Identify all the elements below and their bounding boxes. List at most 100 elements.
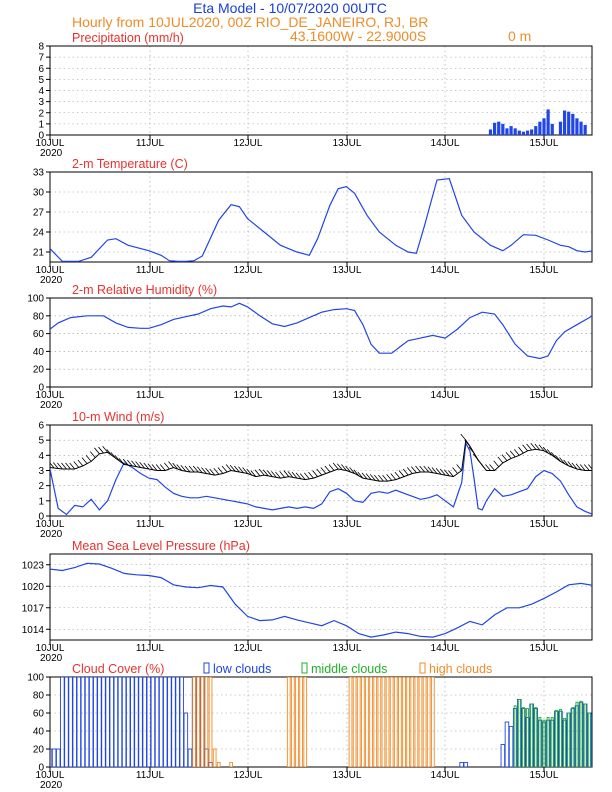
wind-arrow [304,472,310,480]
low-cloud-bar [604,704,608,767]
wind-series-line [50,441,592,516]
high-cloud-bar [406,677,410,767]
cloud-y-tick-label: 60 [33,709,45,720]
precip-y-tick-label: 1 [38,119,44,130]
wind-arrow [221,465,228,473]
wind-arrow [234,465,240,473]
wind-arrow [168,461,174,468]
precip-year-label: 2020 [40,148,63,159]
cloud-legend: low clouds middle clouds high clouds [203,662,492,676]
low-cloud-bar [55,748,61,767]
wind-arrow [258,468,265,476]
wind-arrow [155,464,162,471]
low-cloud-bar [146,677,152,767]
wind-arrow [456,464,462,471]
wind-arrow [419,465,425,473]
wind-arrow [324,465,331,473]
cloud-frame [49,676,593,768]
cloud-y-tick-label: 80 [33,691,45,702]
wind-arrow [139,461,145,469]
wind-arrow [205,468,211,475]
wind-arrow [526,443,532,451]
mslp-year-label: 2020 [40,653,63,664]
wind-year-label: 2020 [40,529,63,540]
wind-arrow [398,470,405,477]
high-cloud-bar [381,677,386,767]
mslp-x-tick-label: 12JUL [234,643,263,654]
temp-x-tick-label: 11JUL [136,265,165,276]
middle-cloud-bar [554,709,558,767]
legend-label: middle clouds [311,662,387,676]
wind-arrow [353,469,360,477]
mslp-frame [49,553,593,641]
precip-panel-title: Precipitation (mm/h) [72,31,184,45]
wind-arrow [493,460,500,467]
middle-cloud-bar [546,717,550,767]
low-cloud-bar [500,744,506,767]
wind-arrow [551,452,557,459]
wind-arrow [489,464,495,471]
low-cloud-bar [121,677,127,767]
low-cloud-bar [84,677,90,767]
wind-arrow [238,466,244,474]
low-cloud-bar [134,677,139,767]
high-cloud-bar [295,677,299,767]
high-cloud-bar [291,677,295,767]
middle-cloud-bar [563,717,567,767]
wind-arrow [176,464,183,471]
temp-frame [49,171,593,263]
high-cloud-bar [212,748,217,767]
wind-arrow [538,444,545,452]
low-cloud-bar [97,677,102,767]
low-cloud-bar [138,677,143,767]
low-cloud-bar [508,726,514,767]
wind-arrow [575,463,582,470]
low-cloud-bar [537,719,543,767]
wind-arrow [275,471,281,479]
cloud-y-tick-label: 40 [33,727,45,738]
wind-arrow [435,468,442,475]
wind-arrow [283,470,290,477]
high-cloud-bar [398,677,402,767]
wind-arrow [188,465,195,473]
cloud-x-tick-label: 15JUL [530,770,559,781]
wind-arrow [102,446,108,453]
wind-arrow [85,455,92,462]
low-cloud-bar [125,677,131,767]
rh-x-tick-label: 15JUL [530,390,559,401]
wind-arrow [534,443,541,451]
wind-y-tick-label: 6 [38,421,44,432]
precip-data [488,109,587,135]
cloud-panel: 0 20 40 60 80 100 10JUL 11JUL 12JUL 13JUL 14JUL 15J… [27,662,608,791]
wind-arrow [320,467,327,474]
low-cloud-bar [591,714,592,767]
wind-arrow [357,471,364,479]
wind-arrow [415,465,421,473]
precip-bar [497,121,501,135]
low-cloud-bar [512,708,518,767]
wind-arrow [522,444,528,452]
wind-arrow [81,457,88,464]
precip-bar [505,128,509,135]
rh-panel-title: 2-m Relative Humidity (%) [72,283,217,297]
wind-arrow [250,470,257,477]
wind-arrow [378,474,384,482]
precip-bar [579,121,583,135]
mslp-x-tick-label: 15JUL [530,643,559,654]
wind-arrow [291,471,298,479]
wind-arrow [143,462,150,470]
wind-arrow [225,464,232,471]
low-cloud-bar [76,677,82,767]
wind-arrow [332,462,339,470]
low-cloud-bar [142,677,147,767]
mslp-data [50,562,592,638]
wind-data [50,433,592,516]
wind-arrow [57,462,63,470]
wind-arrow [197,466,203,474]
precip-bar [517,130,521,135]
precip-bar [575,118,579,135]
rh-y-tick-label: 100 [27,294,44,305]
cloud-x-tick-label: 12JUL [234,770,263,781]
wind-arrow [448,470,454,477]
